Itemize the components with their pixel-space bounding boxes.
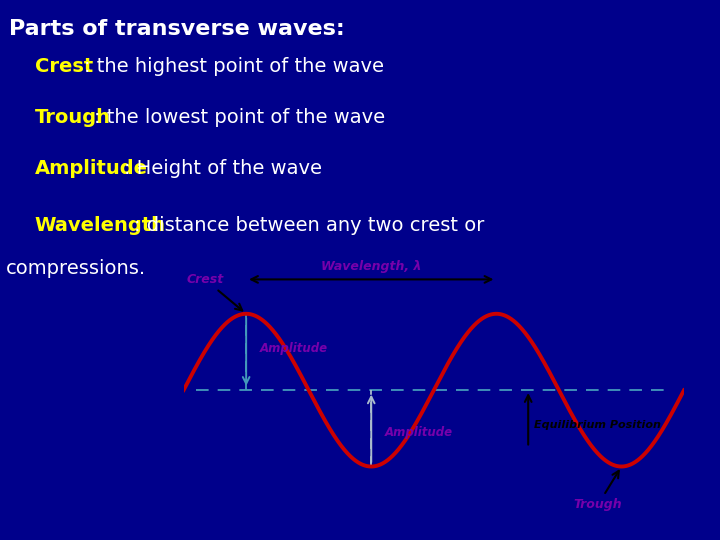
Text: : the lowest point of the wave: : the lowest point of the wave	[94, 108, 385, 127]
Text: compressions.: compressions.	[6, 259, 146, 278]
Text: : Height of the wave: : Height of the wave	[124, 159, 322, 178]
Text: Trough: Trough	[574, 471, 622, 511]
Text: Parts of transverse waves:: Parts of transverse waves:	[9, 19, 344, 39]
Text: Wavelength, λ: Wavelength, λ	[321, 260, 421, 273]
Text: Wavelength: Wavelength	[35, 216, 166, 235]
Text: Equilibrium Position: Equilibrium Position	[534, 420, 661, 429]
Text: Crest: Crest	[35, 57, 93, 76]
Text: : distance between any two crest or: : distance between any two crest or	[134, 216, 485, 235]
Text: : the highest point of the wave: : the highest point of the wave	[84, 57, 384, 76]
Text: Amplitude: Amplitude	[385, 426, 454, 438]
Text: Trough: Trough	[35, 108, 111, 127]
Text: Amplitude: Amplitude	[35, 159, 148, 178]
Text: Amplitude: Amplitude	[260, 342, 328, 355]
Text: Crest: Crest	[186, 273, 242, 310]
